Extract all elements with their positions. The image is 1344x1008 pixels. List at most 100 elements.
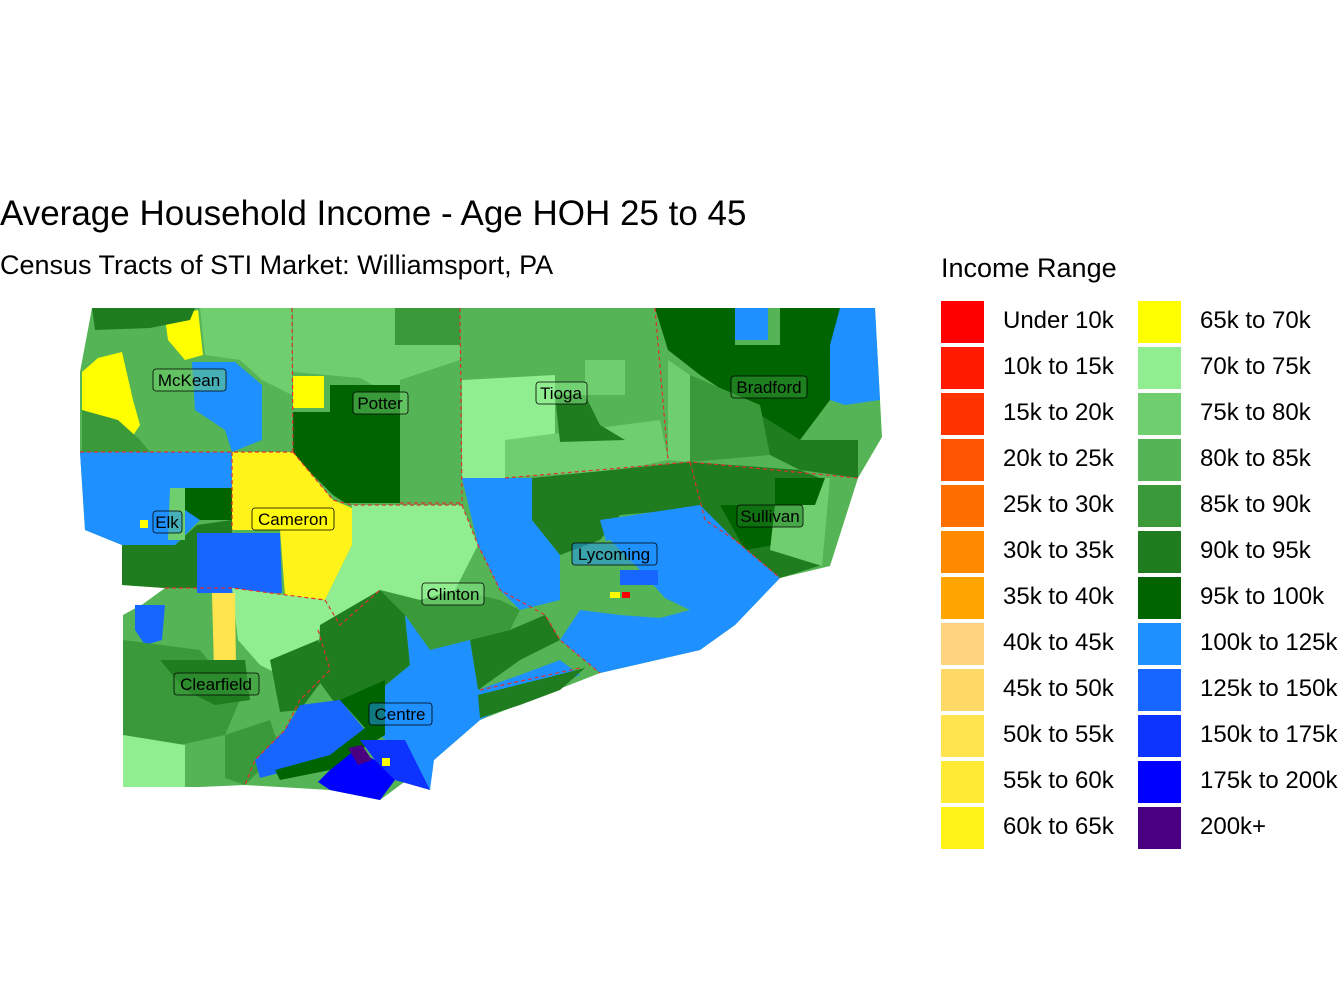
county-boundaries [80, 307, 859, 786]
county-label-mckean: McKean [152, 368, 227, 392]
tract-bradford-dk2 [760, 415, 858, 478]
tract-lyco-dk [532, 462, 705, 555]
county-label-lycoming: Lycoming [571, 542, 658, 566]
tract-centre-125 [255, 700, 365, 778]
boundary-tioga-bradford [654, 307, 669, 461]
tract-mckean-yellow-west [82, 352, 140, 440]
legend-swatch [1138, 301, 1181, 343]
legend-swatch [941, 761, 984, 803]
legend-label: 30k to 35k [1003, 537, 1114, 564]
tract-clearfield-y [212, 593, 236, 670]
legend-swatch [1138, 715, 1181, 757]
legend-label: 15k to 20k [1003, 399, 1114, 426]
tract-elk-125 [197, 533, 282, 593]
tract-tioga-pale [585, 360, 625, 395]
tract-tioga-light [462, 375, 555, 478]
boundary-bradford-sullivan [689, 461, 781, 579]
boundary-clearfield-centre [244, 629, 331, 786]
tract-clearfield-blue [135, 605, 165, 645]
legend-swatch [1138, 393, 1181, 435]
county-label-bradford: Bradford [730, 375, 808, 399]
tract-centre-150 [360, 740, 430, 790]
legend-swatch [941, 669, 984, 711]
tract-tioga-dk [555, 395, 625, 442]
legend-label: 85k to 90k [1200, 491, 1311, 518]
county-label-elk: Elk [152, 510, 183, 534]
tract-mckean-green-n [92, 308, 195, 330]
legend-label: 175k to 200k [1200, 767, 1338, 794]
tract-clearfield-dk2 [270, 640, 330, 712]
legend-label: 80k to 85k [1200, 445, 1311, 472]
county-label-cameron: Cameron [251, 507, 335, 531]
legend-label: 50k to 55k [1003, 721, 1114, 748]
tract-mckean-dk [82, 410, 150, 452]
legend-swatch [941, 301, 984, 343]
svg-text:Sullivan: Sullivan [740, 507, 800, 526]
tract-fills [80, 308, 882, 800]
svg-text:Potter: Potter [357, 394, 403, 413]
svg-text:Elk: Elk [155, 513, 179, 532]
boundary-potter-tioga [459, 307, 463, 506]
legend-title: Income Range [941, 253, 1117, 283]
boundary-cameron [231, 451, 462, 530]
county-labels: McKean Potter Tioga Bradford Elk Cameron… [152, 368, 808, 726]
tract-potter-yellow [293, 376, 324, 408]
choropleth-map: McKean Potter Tioga Bradford Elk Cameron… [80, 307, 882, 800]
tract-lyco-yellow [610, 592, 620, 598]
legend-label: 200k+ [1200, 813, 1267, 840]
boundary-centre-lyco [479, 667, 581, 691]
legend-label: 95k to 100k [1200, 583, 1325, 610]
svg-text:Tioga: Tioga [540, 384, 582, 403]
county-label-sullivan: Sullivan [736, 504, 804, 528]
tract-elk-dk2 [185, 488, 232, 520]
map-title: Average Household Income - Age HOH 25 to… [0, 194, 747, 233]
tract-clearfield-lt [232, 588, 340, 675]
legend-swatch [941, 807, 984, 849]
legend-label: 20k to 25k [1003, 445, 1114, 472]
legend-swatch [1138, 577, 1181, 619]
legend-label: Under 10k [1003, 307, 1114, 334]
legend-swatch [1138, 485, 1181, 527]
boundary-mckean-potter [291, 307, 294, 453]
county-label-tioga: Tioga [535, 381, 588, 405]
legend-label: 125k to 150k [1200, 675, 1338, 702]
map-subtitle: Census Tracts of STI Market: Williamspor… [0, 250, 554, 280]
county-label-clinton: Clinton [421, 582, 485, 606]
legend-swatch [1138, 439, 1181, 481]
svg-text:Clearfield: Clearfield [180, 675, 252, 694]
tract-centre-dk3 [478, 668, 585, 718]
legend-swatch [941, 439, 984, 481]
tract-clinton-dk [470, 615, 560, 690]
legend-label: 60k to 65k [1003, 813, 1114, 840]
legend-swatch [941, 715, 984, 757]
tract-bradford-blue [830, 308, 880, 405]
legend-swatch [941, 577, 984, 619]
legend-swatch [1138, 669, 1181, 711]
tract-clearfield-med2 [225, 720, 280, 785]
legend-label: 40k to 45k [1003, 629, 1114, 656]
tract-potter-dk2 [395, 308, 460, 345]
tract-tioga-lg2 [505, 420, 668, 478]
tract-sullivan-dk3 [775, 478, 825, 505]
tract-potter-green [400, 360, 462, 503]
svg-text:McKean: McKean [158, 371, 220, 390]
tract-mckean-light [200, 308, 292, 395]
legend-swatch [941, 347, 984, 389]
tract-elk-y [140, 520, 148, 528]
boundary-clinton-centre [324, 589, 381, 626]
boundary-clinton-lyco [461, 504, 601, 674]
tract-bradford-med [690, 375, 770, 462]
county-label-centre: Centre [368, 702, 433, 726]
svg-text:Centre: Centre [374, 705, 425, 724]
tract-centre-dk [318, 590, 410, 710]
tract-clinton-med [380, 590, 520, 650]
svg-text:Cameron: Cameron [258, 510, 328, 529]
legend-label: 75k to 80k [1200, 399, 1311, 426]
county-label-potter: Potter [352, 391, 409, 415]
county-label-clearfield: Clearfield [173, 672, 260, 696]
tract-clinton-blue [462, 478, 560, 610]
tract-centre-175 [318, 750, 395, 800]
boundary-elk-clearfield [165, 587, 326, 601]
legend-swatch [1138, 623, 1181, 665]
legend-label: 35k to 40k [1003, 583, 1114, 610]
